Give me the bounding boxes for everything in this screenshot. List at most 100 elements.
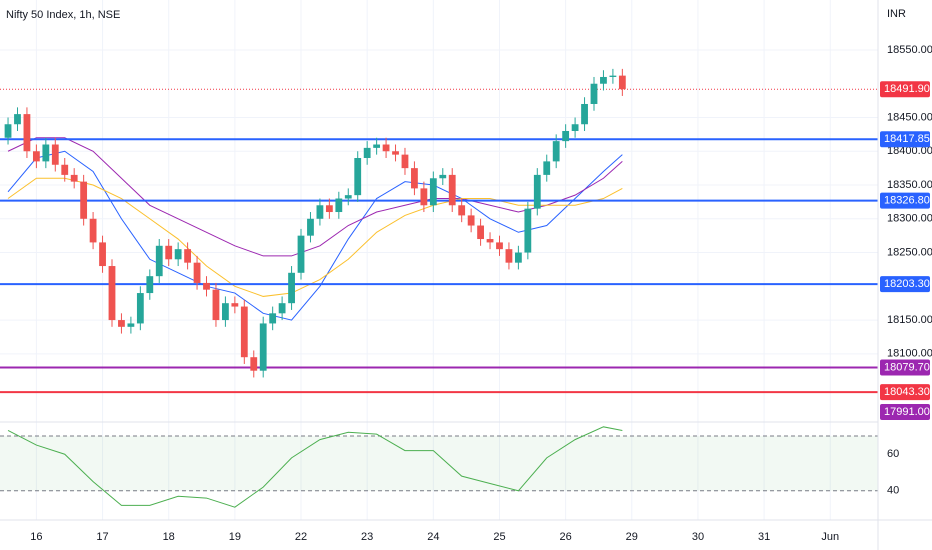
candle-body	[344, 195, 352, 199]
candle-body	[89, 218, 97, 243]
y-tick-label: 18300.00	[887, 213, 932, 225]
candle-body	[42, 144, 50, 162]
candle-body	[80, 181, 88, 219]
candle-body	[429, 178, 437, 206]
marker-tag	[880, 404, 930, 420]
chart-title: Nifty 50 Index, 1h, NSE	[6, 9, 120, 21]
rsi-line	[7, 426, 623, 508]
candle-body	[4, 124, 12, 138]
candle-body	[618, 75, 626, 90]
candle-body	[458, 205, 466, 216]
y-tick-label: 18400.00	[887, 145, 932, 157]
level-tag	[880, 384, 930, 401]
y-tick-label: 18350.00	[887, 179, 932, 191]
level-tag	[880, 131, 930, 148]
level-label: 18079.70	[884, 361, 930, 373]
candle-body	[354, 158, 362, 196]
candle-body	[108, 266, 116, 321]
x-tick-label: 24	[427, 531, 439, 543]
level-tag	[880, 359, 930, 376]
x-tick-label: 19	[229, 531, 241, 543]
candle-body	[174, 249, 182, 260]
candle-body	[127, 323, 135, 327]
candle-body	[61, 164, 69, 175]
x-tick-label: 31	[758, 531, 770, 543]
level-label: 18043.30	[884, 386, 930, 398]
y-tick-label: 18100.00	[887, 348, 932, 360]
x-tick-label: 22	[295, 531, 307, 543]
candle-body	[382, 144, 390, 152]
candle-body	[278, 303, 286, 314]
level-label: 18203.30	[884, 278, 930, 290]
x-tick-label: 18	[163, 531, 175, 543]
candle-body	[571, 124, 579, 131]
candle-body	[136, 293, 144, 324]
candle-body	[373, 144, 381, 148]
candle-body	[184, 249, 192, 263]
rsi-tick-label: 60	[887, 448, 899, 460]
candle-body	[467, 215, 475, 226]
candle-body	[524, 208, 532, 253]
rsi-band	[0, 435, 878, 491]
candle-body	[288, 272, 295, 304]
candle-body	[165, 245, 173, 260]
candle-body	[363, 147, 371, 159]
candle-body	[411, 168, 418, 189]
x-tick-label: 26	[560, 531, 572, 543]
level-tag	[880, 276, 930, 293]
x-tick-label: Jun	[821, 531, 839, 543]
candle-body	[401, 154, 409, 169]
candle-body	[514, 252, 522, 263]
candle-body	[325, 205, 333, 213]
last-price-label: 18491.90	[884, 83, 930, 95]
candle-body	[212, 289, 220, 321]
candle-body	[70, 174, 78, 182]
last-price-tag	[880, 81, 930, 98]
candle-body	[543, 161, 551, 175]
candle-body	[193, 262, 201, 283]
x-tick-label: 25	[493, 531, 505, 543]
y-tick-label: 18150.00	[887, 314, 932, 326]
candle-body	[590, 83, 598, 104]
candle-body	[297, 235, 305, 273]
candle-body	[259, 323, 267, 371]
y-tick-label: 18550.00	[887, 44, 932, 56]
candle-body	[581, 103, 588, 125]
y-tick-label: 18450.00	[887, 111, 932, 123]
candle-body	[496, 242, 503, 250]
x-tick-label: 29	[626, 531, 638, 543]
level-label: 18326.80	[884, 195, 930, 207]
candle-body	[316, 205, 324, 219]
x-tick-label: 17	[96, 531, 108, 543]
candle-body	[552, 141, 560, 162]
candle-body	[477, 225, 484, 240]
x-tick-label: 23	[361, 531, 373, 543]
candle-body	[392, 151, 399, 155]
marker-label: 17991.00	[884, 406, 930, 418]
candle-body	[609, 75, 617, 77]
candle-body	[240, 306, 248, 358]
currency: INR	[887, 8, 906, 20]
x-tick-label: 16	[30, 531, 42, 543]
candle-body	[146, 276, 154, 294]
candle-body	[486, 239, 494, 243]
candle-body	[533, 174, 541, 209]
candle-body	[51, 144, 59, 165]
level-tag	[880, 192, 930, 209]
candle-body	[14, 114, 21, 125]
candle-body	[231, 303, 239, 307]
candle-body	[439, 174, 447, 179]
candle-body	[600, 76, 607, 84]
candle-body	[203, 282, 210, 290]
candle-body	[562, 130, 570, 142]
y-tick-label: 18250.00	[887, 246, 932, 258]
candle-body	[32, 151, 40, 162]
candle-body	[222, 303, 229, 321]
candle-body	[118, 320, 125, 327]
candle-body	[307, 218, 314, 236]
candle-body	[505, 249, 513, 263]
candle-body	[269, 313, 277, 324]
rsi-tick-label: 40	[887, 485, 899, 497]
x-tick-label: 30	[692, 531, 704, 543]
candle-body	[335, 198, 343, 213]
